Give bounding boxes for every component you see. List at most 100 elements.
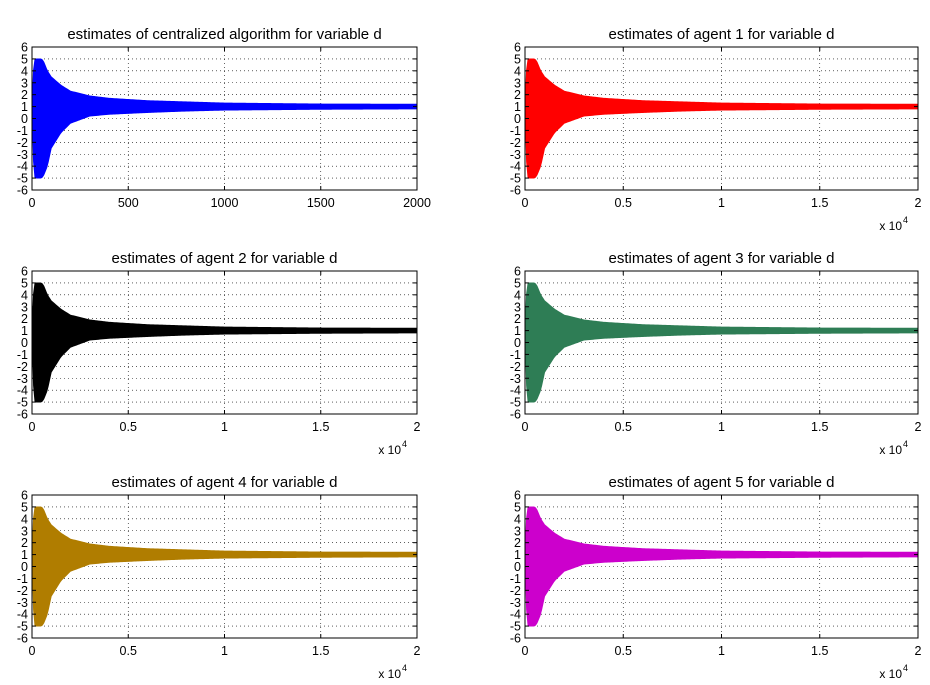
x-axis-multiplier: x 10 [378,443,401,457]
y-tick-label: 5 [514,276,521,290]
x-tick-label: 0.5 [615,196,632,210]
y-tick-label: -1 [510,572,521,586]
y-tick-label: 5 [514,500,521,514]
subplot-title: estimates of agent 1 for variable d [609,26,835,43]
y-tick-label: -4 [17,384,28,398]
x-tick-label: 2 [915,420,922,434]
x-tick-label: 1 [718,420,725,434]
y-tick-label: -1 [17,348,28,362]
y-tick-label: -6 [510,632,521,646]
x-tick-label: 1.5 [811,644,828,658]
y-tick-label: -1 [510,348,521,362]
y-tick-label: 3 [21,76,28,90]
x-tick-label: 1.5 [811,196,828,210]
y-tick-label: 2 [21,88,28,102]
y-tick-label: 4 [514,512,521,526]
y-tick-label: 4 [514,64,521,78]
subplot-title: estimates of agent 2 for variable d [112,250,338,267]
y-tick-label: -4 [17,160,28,174]
subplot-title: estimates of agent 3 for variable d [609,250,835,267]
y-tick-label: 3 [514,76,521,90]
y-tick-label: 1 [514,100,521,114]
x-tick-label: 2 [915,644,922,658]
x-tick-label: 1.5 [312,420,329,434]
y-tick-label: 1 [21,548,28,562]
subplot-title: estimates of agent 4 for variable d [112,474,338,491]
y-tick-label: 6 [21,489,28,503]
y-tick-label: 5 [21,276,28,290]
subplot-title: estimates of centralized algorithm for v… [67,26,381,43]
x-tick-label: 2 [915,196,922,210]
y-tick-label: -6 [17,408,28,422]
y-tick-label: 4 [514,288,521,302]
y-tick-label: 3 [514,524,521,538]
y-tick-label: -5 [510,396,521,410]
y-tick-label: 4 [21,512,28,526]
y-tick-label: -3 [17,148,28,162]
x-axis-multiplier: x 10 [879,443,902,457]
x-tick-label: 1 [718,196,725,210]
y-tick-label: -3 [17,596,28,610]
y-tick-label: 0 [514,112,521,126]
x-tick-label: 1.5 [811,420,828,434]
x-tick-label: 2 [414,644,421,658]
x-tick-label: 0 [522,420,529,434]
subplot-title: estimates of agent 5 for variable d [609,474,835,491]
y-tick-label: 3 [514,300,521,314]
y-tick-label: -5 [17,620,28,634]
x-axis-multiplier: x 10 [879,667,902,681]
x-tick-label: 1500 [307,196,335,210]
y-tick-label: -1 [510,124,521,138]
x-axis-multiplier-exponent: 4 [402,663,407,673]
y-tick-label: 2 [514,312,521,326]
x-tick-label: 0.5 [120,420,137,434]
y-tick-label: 1 [21,100,28,114]
x-tick-label: 1 [221,644,228,658]
y-tick-label: -5 [17,172,28,186]
x-tick-label: 0.5 [615,420,632,434]
x-axis-multiplier-exponent: 4 [903,215,908,225]
y-tick-label: 2 [514,536,521,550]
x-axis-multiplier-exponent: 4 [402,439,407,449]
x-tick-label: 0 [29,420,36,434]
y-tick-label: 2 [514,88,521,102]
x-tick-label: 0 [29,196,36,210]
y-tick-label: -3 [17,372,28,386]
x-axis-multiplier-exponent: 4 [903,663,908,673]
y-tick-label: -2 [510,136,521,150]
y-tick-label: -6 [510,184,521,198]
y-tick-label: 5 [21,500,28,514]
y-tick-label: 0 [514,336,521,350]
x-axis-multiplier-exponent: 4 [903,439,908,449]
x-axis-multiplier: x 10 [879,219,902,233]
y-tick-label: 4 [21,288,28,302]
y-tick-label: -5 [510,172,521,186]
y-tick-label: -3 [510,372,521,386]
y-tick-label: -6 [17,632,28,646]
y-tick-label: 6 [21,265,28,279]
y-tick-label: -6 [17,184,28,198]
y-tick-label: 3 [21,524,28,538]
y-tick-label: -4 [17,608,28,622]
y-tick-label: -5 [510,620,521,634]
y-tick-label: -3 [510,148,521,162]
y-tick-label: 5 [21,52,28,66]
y-tick-label: 6 [514,41,521,55]
y-tick-label: -1 [17,124,28,138]
y-tick-label: -4 [510,608,521,622]
y-tick-label: -2 [17,136,28,150]
y-tick-label: 2 [21,536,28,550]
x-tick-label: 1.5 [312,644,329,658]
y-tick-label: -5 [17,396,28,410]
x-tick-label: 0.5 [615,644,632,658]
y-tick-label: -2 [510,360,521,374]
x-tick-label: 1000 [211,196,239,210]
y-tick-label: 5 [514,52,521,66]
x-tick-label: 0 [522,196,529,210]
x-axis-multiplier: x 10 [378,667,401,681]
